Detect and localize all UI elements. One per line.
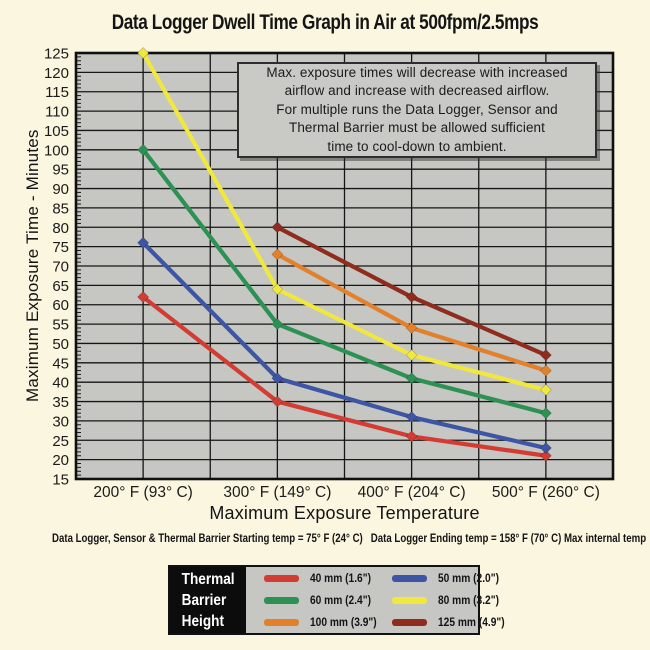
svg-text:40: 40 [52,375,69,392]
svg-text:15: 15 [52,472,69,489]
svg-text:125: 125 [44,46,69,63]
series-line-1 [137,291,552,462]
svg-text:200° F (93° C): 200° F (93° C) [93,484,192,501]
legend-item-label: 80 mm (3.2") [438,593,500,607]
y-tick-labels: 125 120 115 110 105 100 95 90 85 80 75 70 65 60 55 50 45… [44,46,69,489]
data-point-marker [539,364,552,377]
legend-items: 40 mm (1.6") 50 mm (2.0") 60 mm (2.4") 80 m… [246,567,523,633]
svg-text:95: 95 [52,162,69,179]
svg-text:85: 85 [52,200,69,217]
svg-text:70: 70 [52,259,69,276]
data-point-marker [137,291,150,303]
legend-item: 50 mm (2.0") [392,571,516,585]
svg-text:105: 105 [44,123,69,140]
annotation-text: Max. exposure times will decrease with i… [266,64,568,154]
svg-text:80: 80 [52,220,69,237]
data-point-marker [405,372,418,385]
data-point-marker [405,291,418,303]
series-line-3 [137,143,552,420]
svg-text:75: 75 [52,239,69,256]
data-point-marker [539,384,552,396]
data-point-marker [271,318,284,331]
legend-title-panel: Thermal Barrier Height [170,567,246,633]
svg-text:300° F (149° C): 300° F (149° C) [223,484,331,501]
legend-item-label: 60 mm (2.4") [310,593,371,607]
svg-text:115: 115 [45,84,69,101]
data-point-marker [539,442,552,454]
legend-item-label: 40 mm (1.6") [310,571,371,585]
data-point-marker [271,283,284,296]
footnote: Data Logger, Sensor & Thermal Barrier St… [52,533,647,545]
data-point-marker [539,407,552,420]
data-point-marker [137,143,150,156]
legend-item-label: 125 mm (4.9") [438,615,506,629]
svg-text:100: 100 [44,142,69,159]
data-point-marker [271,248,284,261]
legend-swatch [392,574,428,582]
svg-text:500° F (260° C): 500° F (260° C) [492,484,600,501]
legend-swatch [264,574,299,582]
series-line-6 [271,221,552,361]
series-line-2 [137,236,552,454]
data-point-marker [271,395,284,408]
legend-item: 80 mm (3.2") [392,593,516,607]
svg-text:25: 25 [52,433,69,450]
svg-text:50: 50 [52,336,69,353]
data-point-marker [271,372,284,385]
legend-item: 40 mm (1.6") [264,571,388,585]
plot-frame [74,51,615,481]
data-point-marker [405,322,418,334]
legend-title: Thermal Barrier Height [181,570,235,630]
data-point-marker [405,349,418,361]
legend: Thermal Barrier Height 40 mm (1.6") 50 mm… [168,565,505,635]
svg-text:35: 35 [52,394,69,411]
legend-swatch [392,596,428,604]
legend-item-label: 100 mm (3.9") [310,615,377,629]
x-axis-title: Maximum Exposure Temperature [209,503,480,523]
x-tick-labels: 200° F (93° C) 300° F (149° C) 400° F (204… [93,484,599,501]
y-axis-title: Maximum Exposure Time - Minutes [23,129,42,403]
svg-text:45: 45 [52,355,69,372]
svg-text:400° F (204° C): 400° F (204° C) [358,484,466,501]
svg-text:20: 20 [52,452,69,469]
svg-text:60: 60 [52,297,69,314]
data-point-marker [539,349,552,361]
data-point-marker [405,411,418,423]
series-line-5 [271,248,552,377]
data-point-marker [405,430,418,443]
legend-item: 100 mm (3.9") [264,615,388,629]
chart-title: Data Logger Dwell Time Graph in Air at 5… [111,11,539,34]
svg-text:110: 110 [45,104,69,121]
svg-text:120: 120 [44,65,69,82]
svg-text:55: 55 [52,317,69,334]
legend-swatch [392,618,428,626]
data-point-marker [271,221,284,234]
svg-text:30: 30 [52,413,69,430]
annotation-box: Max. exposure times will decrease with i… [237,62,597,158]
data-point-marker [539,449,552,462]
data-point-marker [137,47,150,59]
legend-swatch [264,596,299,604]
legend-item: 125 mm (4.9") [392,615,516,629]
legend-item: 60 mm (2.4") [264,593,388,607]
series-line-4 [137,47,552,396]
legend-item-label: 50 mm (2.0") [438,571,500,585]
svg-text:90: 90 [52,181,69,198]
svg-text:65: 65 [52,278,69,295]
legend-swatch [264,618,299,626]
data-point-marker [137,236,150,249]
